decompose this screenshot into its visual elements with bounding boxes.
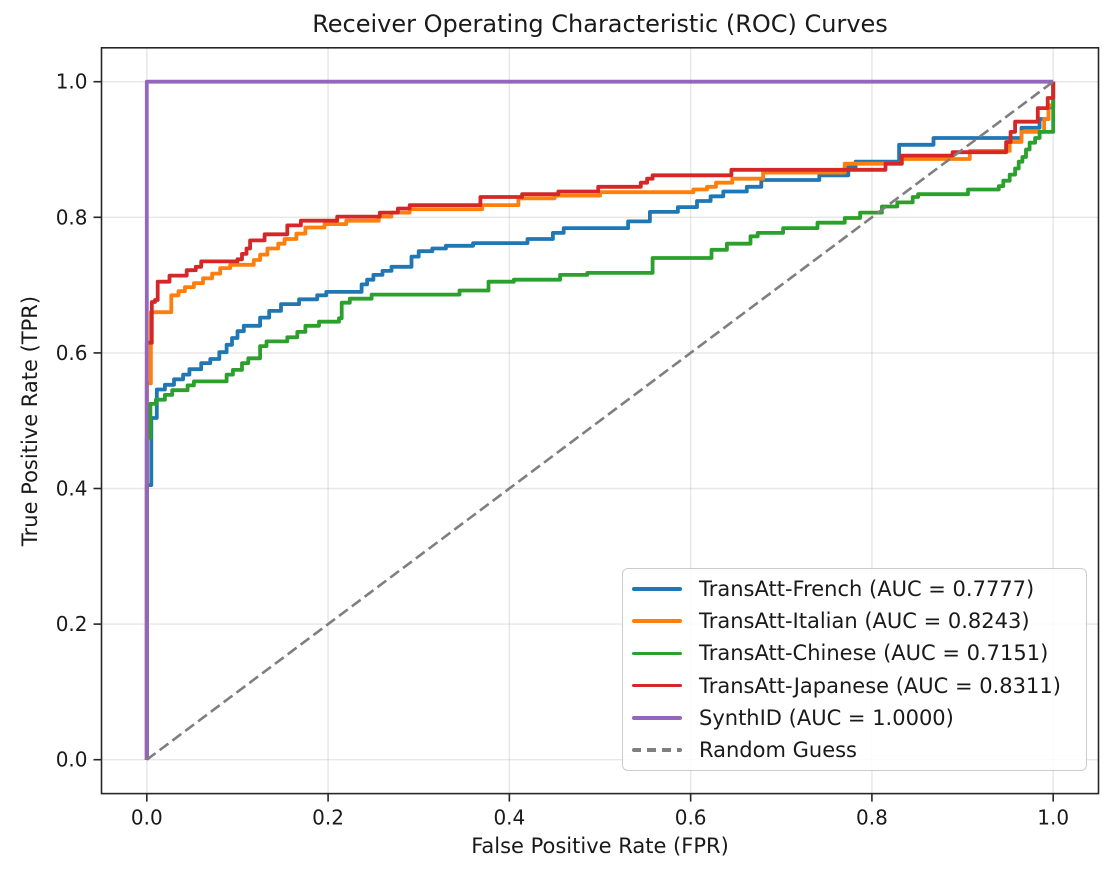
x-tick-label: 0.6 [675,806,707,830]
legend-label-transatt-french: TransAtt-French (AUC = 0.7777) [699,577,1035,602]
legend-item-transatt-chinese: TransAtt-Chinese (AUC = 0.7151) [623,638,1086,668]
legend-label-synthid: SynthID (AUC = 1.0000) [699,705,954,730]
y-tick-label: 0.8 [56,205,88,229]
legend-line-swatch-transatt-italian [632,619,682,624]
x-tick-label: 1.0 [1037,806,1069,830]
legend-line-swatch-random-guess [632,748,682,752]
legend-label-transatt-japanese: TransAtt-Japanese (AUC = 0.8311) [699,673,1061,698]
chart-title: Receiver Operating Characteristic (ROC) … [312,10,888,38]
legend-label-transatt-italian: TransAtt-Italian (AUC = 0.8243) [699,609,1030,634]
legend-item-random-guess: Random Guess [623,735,1086,765]
x-tick-label: 0.8 [856,806,888,830]
roc-curve-random-guess [146,80,1054,761]
legend-item-transatt-japanese: TransAtt-Japanese (AUC = 0.8311) [623,671,1086,701]
legend: TransAtt-French (AUC = 0.7777) TransAtt-I… [622,568,1087,771]
roc-curve-transatt-french [144,81,1056,760]
legend-item-transatt-italian: TransAtt-Italian (AUC = 0.8243) [623,606,1086,636]
y-tick-label: 1.0 [56,70,88,94]
roc-curve-transatt-chinese [144,81,1056,760]
y-tick-label: 0.0 [56,748,88,772]
legend-item-synthid: SynthID (AUC = 1.0000) [623,703,1086,733]
legend-item-transatt-french: TransAtt-French (AUC = 0.7777) [623,574,1086,604]
y-tick-label: 0.2 [56,612,88,636]
plot-spines [100,46,1100,795]
legend-line-swatch-transatt-japanese [632,683,682,688]
legend-line-swatch-synthid [632,715,682,720]
x-axis-label: False Positive Rate (FPR) [471,834,729,858]
legend-label-random-guess: Random Guess [699,737,858,762]
y-tick-label: 0.6 [56,341,88,365]
legend-label-transatt-chinese: TransAtt-Chinese (AUC = 0.7151) [699,641,1049,666]
legend-line-swatch-transatt-french [632,587,682,591]
roc-curve-transatt-japanese [144,81,1056,760]
roc-curve-synthid [144,79,1054,760]
x-tick-label: 0.4 [493,806,525,830]
x-tick-label: 0.0 [131,806,163,830]
legend-line-swatch-transatt-chinese [632,651,682,656]
y-tick-label: 0.4 [56,477,88,501]
y-axis-label: True Positive Rate (TPR) [18,295,42,547]
x-tick-label: 0.2 [312,806,344,830]
